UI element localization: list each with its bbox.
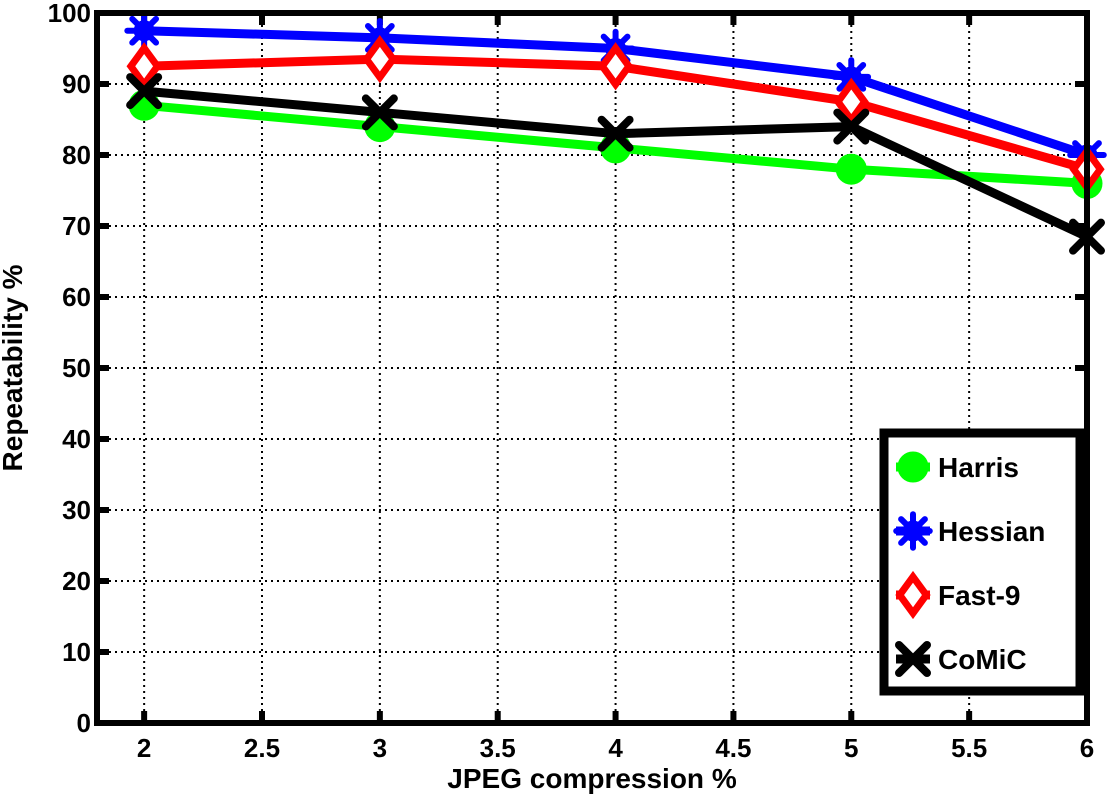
data-point-comic [597, 115, 634, 152]
x-tick-label: 3 [373, 733, 387, 763]
x-tick-label: 5.5 [951, 733, 987, 763]
y-tick-label: 60 [62, 282, 91, 312]
legend-label-hessian: Hessian [938, 516, 1045, 547]
data-point-fast-9 [597, 42, 634, 91]
data-point-comic [126, 73, 163, 110]
x-tick-label: 4.5 [715, 733, 751, 763]
y-tick-label: 50 [62, 353, 91, 383]
legend-marker-harris [897, 451, 929, 483]
x-tick-label: 2.5 [244, 733, 280, 763]
data-point-comic-stroke [597, 115, 634, 152]
legend-entry-hessian: Hessian [893, 511, 1045, 551]
legend-entry-comic: CoMiC [895, 641, 1027, 677]
x-tick-label: 5 [844, 733, 858, 763]
plot-series [124, 10, 1107, 255]
data-point-comic-stroke [361, 94, 398, 131]
legend-entry-harris: Harris [896, 451, 1019, 483]
series-fast-9 [126, 35, 1105, 194]
x-tick-label: 2 [137, 733, 151, 763]
legend-label-fast-9: Fast-9 [938, 580, 1020, 611]
legend-marker-comic-stroke [895, 641, 931, 677]
y-tick-label: 0 [77, 708, 91, 738]
y-tick-label: 100 [48, 0, 91, 28]
data-point-fast-9 [362, 35, 398, 84]
legend-marker-hessian [893, 511, 933, 551]
legend-label-comic: CoMiC [938, 644, 1027, 675]
data-point-fast-9 [833, 77, 869, 126]
y-tick-label: 40 [62, 424, 91, 454]
data-point-hessian [124, 10, 164, 51]
legend-marker-fast-9 [895, 570, 931, 620]
y-tick-label: 30 [62, 495, 91, 525]
legend-marker-hessian-ray [898, 516, 928, 546]
y-tick-label: 20 [62, 566, 91, 596]
data-point-comic [361, 94, 398, 131]
x-tick-label: 6 [1080, 733, 1094, 763]
data-point-comic-stroke [833, 108, 870, 145]
data-point-comic-stroke [126, 73, 163, 110]
data-point-hessian-ray [129, 15, 160, 46]
data-point-fast-9 [126, 42, 162, 91]
y-tick-label: 10 [62, 637, 91, 667]
y-tick-label: 80 [62, 140, 91, 170]
data-point-hessian-ray [836, 62, 867, 92]
x-tick-label: 4 [608, 733, 623, 763]
tick-labels: 0 10 20 30 40 50 60 70 80 90 100 2 2.5 3 3.5 4 4.5 5 5.5 6 [48, 0, 1095, 763]
y-tick-label: 70 [62, 211, 91, 241]
grid-lines [97, 13, 1087, 723]
legend-label-harris: Harris [938, 452, 1019, 483]
axes-frame [94, 10, 1090, 726]
legend: Harris Hessian Fast-9 CoMiC [879, 428, 1085, 696]
data-point-harris [835, 153, 867, 185]
x-axis-title: JPEG compression % [447, 763, 737, 794]
x-tick-label: 3.5 [480, 733, 516, 763]
y-tick-label: 90 [62, 69, 91, 99]
legend-entry-fast-9: Fast-9 [895, 570, 1020, 620]
data-point-comic [833, 108, 870, 145]
legend-marker-comic [895, 641, 931, 677]
y-axis-title: Repeatability % [0, 264, 28, 471]
